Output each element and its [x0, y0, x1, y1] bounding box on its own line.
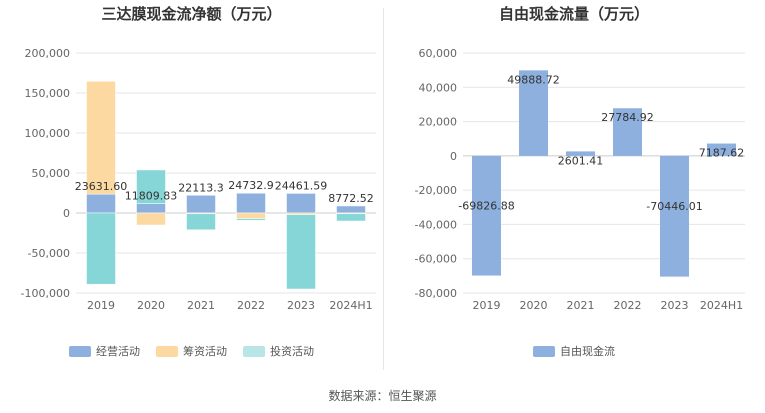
x-tick-label: 2019 — [473, 299, 501, 312]
bar-operating — [86, 193, 116, 214]
legend-swatch-free-cashflow — [533, 345, 555, 357]
x-tick-label: 2024H1 — [700, 299, 743, 312]
y-tick-label: -20,000 — [415, 184, 457, 197]
bar-operating — [236, 192, 266, 214]
bar-operating — [136, 203, 166, 214]
x-tick-label: 2024H1 — [329, 299, 372, 312]
legend-item-investing[interactable]: 投资活动 — [243, 343, 314, 359]
y-tick-label: 40,000 — [419, 81, 458, 94]
data-label: 11809.83 — [125, 190, 178, 203]
data-label: 8772.52 — [328, 192, 374, 205]
free-cashflow-chart: 60,000 40,000 20,000 0 -20,000 -40,000 -60,000… — [415, 47, 745, 312]
y-tick-label: 200,000 — [25, 47, 71, 60]
free-cashflow-chart-panel: 自由现金流量（万元） 60,000 40,000 20,000 0 -20,000 -40… — [383, 0, 765, 380]
bar-free-cashflow — [707, 143, 736, 156]
bar-investing — [286, 214, 316, 290]
data-label: 22113.3 — [178, 181, 224, 194]
x-tick-label: 2021 — [567, 299, 595, 312]
y-tick-label: 20,000 — [419, 116, 458, 129]
x-tick-label: 2022 — [614, 299, 642, 312]
bar-free-cashflow — [519, 70, 548, 156]
data-source-note: 数据来源：恒生聚源 — [328, 389, 437, 403]
cashflow-net-chart: 200,000 150,000 100,000 50,000 0 -50,000 -100,… — [21, 47, 376, 312]
cashflow-net-chart-panel: 三达膜现金流净额（万元） 200,000 150,000 100,000 50,000… — [0, 0, 383, 380]
bar-free-cashflow — [613, 108, 642, 156]
y-tick-label: 60,000 — [419, 47, 458, 60]
y-tick-label: -40,000 — [415, 218, 457, 231]
panel-divider — [383, 8, 384, 370]
data-label: -70446.01 — [646, 200, 702, 213]
y-tick-label: -60,000 — [415, 253, 457, 266]
bar-free-cashflow — [472, 155, 501, 276]
x-tick-label: 2023 — [661, 299, 689, 312]
y-tick-label: 150,000 — [25, 87, 71, 100]
legend-swatch-financing — [156, 345, 178, 357]
x-tick-label: 2022 — [237, 299, 265, 312]
bar-free-cashflow — [660, 155, 689, 277]
bar-financing — [86, 81, 116, 195]
legend-label-financing: 筹资活动 — [183, 345, 227, 358]
legend-swatch-investing — [243, 345, 265, 357]
data-label: -69826.88 — [458, 200, 514, 213]
y-tick-label: -80,000 — [415, 287, 457, 300]
bar-financing — [136, 212, 166, 226]
data-label: 24732.9 — [228, 179, 274, 192]
x-tick-label: 2019 — [87, 299, 115, 312]
data-label: 7187.62 — [699, 147, 745, 160]
legend-label-operating: 经营活动 — [96, 345, 140, 358]
x-tick-label: 2020 — [520, 299, 548, 312]
bar-operating — [286, 193, 316, 214]
x-tick-label: 2023 — [287, 299, 315, 312]
free-cashflow-legend: 自由现金流 — [383, 343, 765, 359]
bar-free-cashflow — [566, 151, 595, 156]
y-tick-label: -100,000 — [21, 287, 70, 300]
data-label: 2601.41 — [558, 154, 604, 167]
data-label: 23631.60 — [75, 180, 128, 193]
legend-label-free-cashflow: 自由现金流 — [560, 345, 615, 358]
data-label: 24461.59 — [275, 179, 328, 192]
bar-investing — [86, 212, 116, 285]
bar-financing — [236, 212, 266, 219]
y-tick-label: 100,000 — [25, 127, 71, 140]
legend-label-investing: 投资活动 — [270, 345, 314, 358]
data-label: 49888.72 — [507, 73, 560, 86]
bar-investing — [136, 169, 166, 204]
bar-investing — [186, 213, 216, 231]
cashflow-net-legend: 经营活动 筹资活动 投资活动 — [0, 343, 383, 359]
legend-item-operating[interactable]: 经营活动 — [69, 343, 140, 359]
y-tick-label: 50,000 — [32, 167, 71, 180]
data-label: 27784.92 — [601, 111, 654, 124]
x-tick-label: 2021 — [187, 299, 215, 312]
bar-investing — [236, 218, 266, 221]
free-cashflow-chart-title: 自由现金流量（万元） — [498, 5, 649, 23]
bar-investing — [336, 213, 366, 222]
y-tick-label: 0 — [63, 207, 70, 220]
legend-swatch-operating — [69, 345, 91, 357]
y-tick-label: 0 — [450, 150, 457, 163]
bar-operating — [186, 195, 216, 214]
x-tick-label: 2020 — [137, 299, 165, 312]
cashflow-net-chart-title: 三达膜现金流净额（万元） — [101, 5, 282, 23]
y-tick-label: -50,000 — [28, 247, 70, 260]
legend-item-free-cashflow[interactable]: 自由现金流 — [533, 343, 615, 359]
legend-item-financing[interactable]: 筹资活动 — [156, 343, 227, 359]
bar-operating — [336, 205, 366, 214]
